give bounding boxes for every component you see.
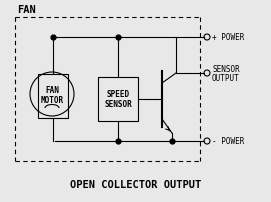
Text: FAN: FAN [45, 86, 59, 95]
Text: SENSOR: SENSOR [104, 100, 132, 109]
Text: SPEED: SPEED [107, 90, 130, 99]
Text: SENSOR: SENSOR [212, 65, 240, 74]
Text: FAN: FAN [17, 5, 36, 15]
Bar [38, 75, 68, 118]
Text: OUTPUT: OUTPUT [212, 74, 240, 83]
Bar [98, 78, 138, 121]
Text: MOTOR: MOTOR [40, 96, 64, 105]
Text: + POWER: + POWER [212, 33, 244, 42]
Text: OPEN COLLECTOR OUTPUT: OPEN COLLECTOR OUTPUT [70, 179, 201, 189]
Text: - POWER: - POWER [212, 137, 244, 146]
